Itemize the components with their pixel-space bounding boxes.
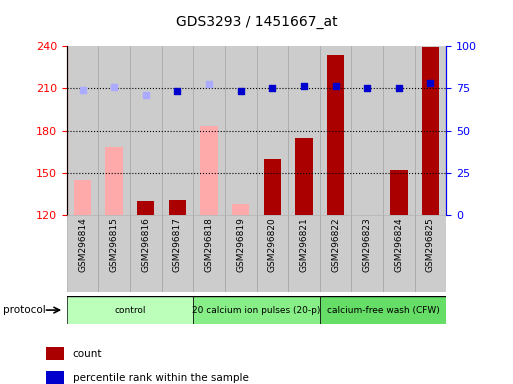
- Bar: [351, 215, 383, 292]
- Text: GSM296820: GSM296820: [268, 217, 277, 272]
- Text: GSM296818: GSM296818: [205, 217, 213, 272]
- Text: GSM296823: GSM296823: [363, 217, 372, 272]
- Bar: [225, 46, 256, 215]
- Bar: [264, 159, 281, 215]
- Bar: [320, 215, 351, 292]
- Text: GSM296821: GSM296821: [300, 217, 308, 272]
- Bar: [130, 46, 162, 215]
- Bar: [288, 46, 320, 215]
- Point: [300, 83, 308, 89]
- Bar: [383, 215, 415, 292]
- Bar: [288, 215, 320, 292]
- Text: GSM296822: GSM296822: [331, 217, 340, 272]
- Bar: [193, 296, 320, 324]
- Point: [394, 85, 403, 91]
- Bar: [137, 201, 154, 215]
- Bar: [232, 204, 249, 215]
- Text: GSM296819: GSM296819: [236, 217, 245, 272]
- Bar: [193, 46, 225, 215]
- Text: GSM296825: GSM296825: [426, 217, 435, 272]
- Point: [173, 88, 182, 94]
- Text: GSM296817: GSM296817: [173, 217, 182, 272]
- Bar: [130, 215, 162, 292]
- Bar: [98, 46, 130, 215]
- Text: control: control: [114, 306, 146, 314]
- Text: GSM296815: GSM296815: [110, 217, 119, 272]
- Point: [426, 79, 435, 86]
- Point: [363, 85, 371, 91]
- Bar: [67, 215, 98, 292]
- Point: [268, 85, 277, 91]
- Point: [331, 83, 340, 89]
- Bar: [193, 215, 225, 292]
- Bar: [98, 215, 130, 292]
- Bar: [422, 48, 439, 215]
- Bar: [162, 215, 193, 292]
- Text: calcium-free wash (CFW): calcium-free wash (CFW): [327, 306, 440, 314]
- Bar: [67, 46, 98, 215]
- Point: [142, 92, 150, 98]
- Bar: [256, 215, 288, 292]
- Bar: [327, 55, 344, 215]
- Bar: [106, 147, 123, 215]
- Bar: [46, 371, 64, 384]
- Bar: [256, 46, 288, 215]
- Text: GSM296824: GSM296824: [394, 217, 403, 272]
- Point: [110, 84, 118, 90]
- Point: [205, 81, 213, 87]
- Bar: [320, 46, 351, 215]
- Bar: [415, 215, 446, 292]
- Text: GDS3293 / 1451667_at: GDS3293 / 1451667_at: [175, 15, 338, 29]
- Bar: [162, 46, 193, 215]
- Text: 20 calcium ion pulses (20-p): 20 calcium ion pulses (20-p): [192, 306, 321, 314]
- Bar: [74, 180, 91, 215]
- Bar: [295, 137, 312, 215]
- Bar: [390, 170, 407, 215]
- Point: [78, 87, 87, 93]
- Bar: [67, 296, 193, 324]
- Text: count: count: [73, 349, 102, 359]
- Bar: [415, 46, 446, 215]
- Text: protocol: protocol: [3, 305, 45, 315]
- Text: percentile rank within the sample: percentile rank within the sample: [73, 373, 248, 383]
- Bar: [351, 46, 383, 215]
- Bar: [201, 126, 218, 215]
- Text: GSM296814: GSM296814: [78, 217, 87, 272]
- Bar: [46, 348, 64, 360]
- Bar: [320, 296, 446, 324]
- Point: [236, 88, 245, 94]
- Text: GSM296816: GSM296816: [141, 217, 150, 272]
- Bar: [383, 46, 415, 215]
- Bar: [169, 200, 186, 215]
- Bar: [225, 215, 256, 292]
